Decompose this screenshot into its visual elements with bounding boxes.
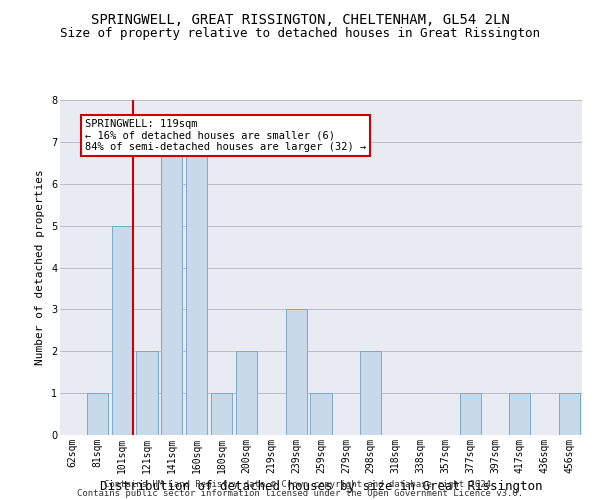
Y-axis label: Number of detached properties: Number of detached properties [35, 170, 46, 366]
Text: Contains public sector information licensed under the Open Government Licence v3: Contains public sector information licen… [77, 488, 523, 498]
Bar [236, 351, 257, 435]
Bar [460, 393, 481, 435]
Bar [136, 351, 158, 435]
X-axis label: Distribution of detached houses by size in Great Rissington: Distribution of detached houses by size … [100, 480, 542, 493]
Text: SPRINGWELL, GREAT RISSINGTON, CHELTENHAM, GL54 2LN: SPRINGWELL, GREAT RISSINGTON, CHELTENHAM… [91, 12, 509, 26]
Bar [211, 393, 232, 435]
Text: SPRINGWELL: 119sqm
← 16% of detached houses are smaller (6)
84% of semi-detached: SPRINGWELL: 119sqm ← 16% of detached hou… [85, 119, 366, 152]
Bar [509, 393, 530, 435]
Bar [559, 393, 580, 435]
Bar [286, 310, 307, 435]
Bar [360, 351, 381, 435]
Bar [87, 393, 108, 435]
Text: Size of property relative to detached houses in Great Rissington: Size of property relative to detached ho… [60, 28, 540, 40]
Bar [161, 142, 182, 435]
Bar [310, 393, 332, 435]
Bar [112, 226, 133, 435]
Text: Contains HM Land Registry data © Crown copyright and database right 2024.: Contains HM Land Registry data © Crown c… [104, 480, 496, 489]
Bar [186, 142, 207, 435]
